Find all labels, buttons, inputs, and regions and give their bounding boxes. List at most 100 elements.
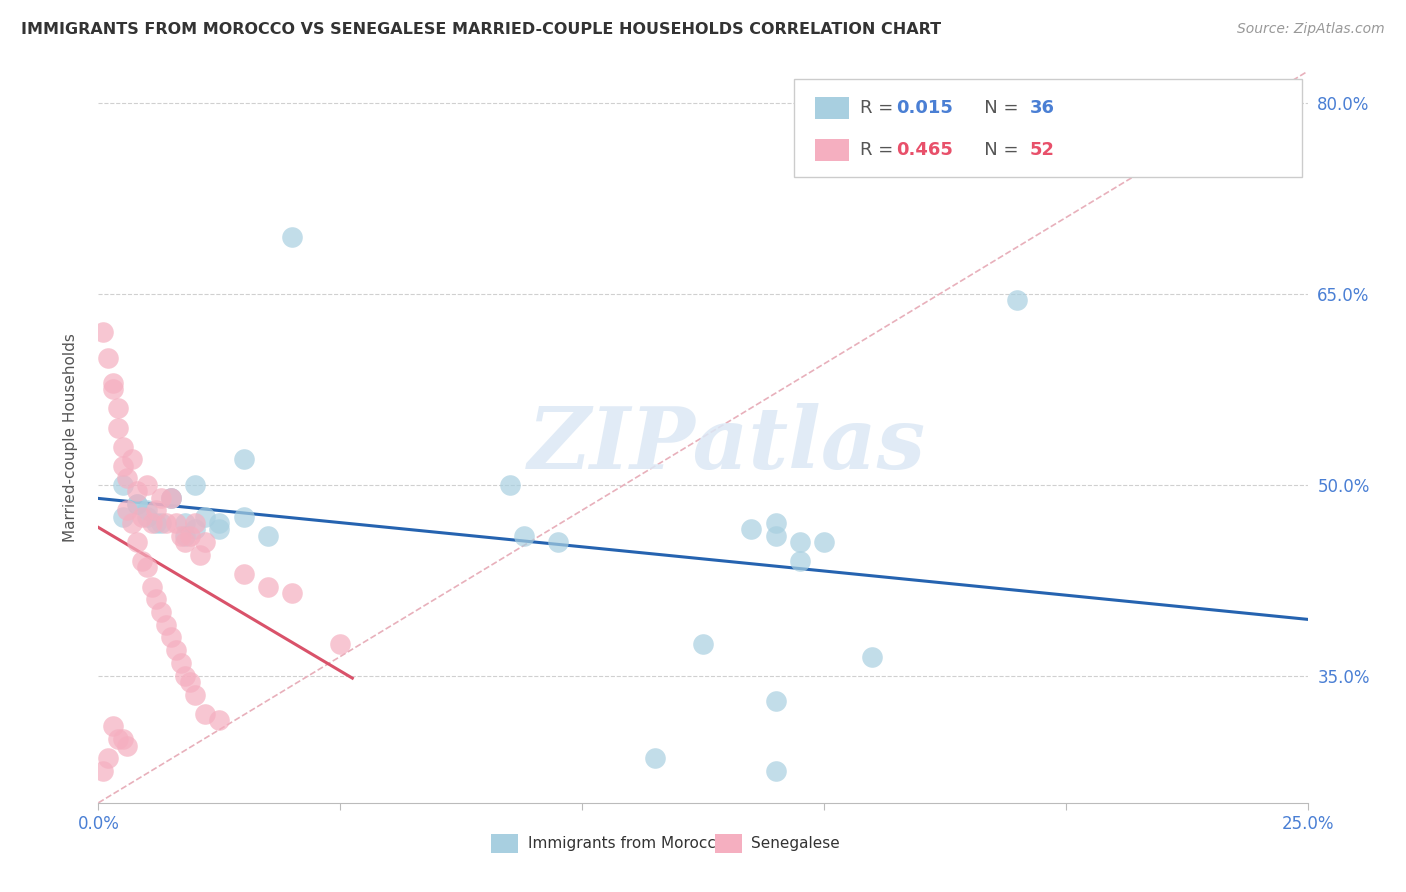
- FancyBboxPatch shape: [716, 834, 742, 853]
- Point: [329, 637, 352, 651]
- Point: [145, 503, 167, 517]
- Point: [121, 452, 143, 467]
- Text: 36: 36: [1029, 99, 1054, 117]
- Point: [127, 535, 149, 549]
- Point: [155, 617, 177, 632]
- Point: [135, 503, 157, 517]
- Point: [160, 491, 183, 505]
- Point: [179, 529, 201, 543]
- FancyBboxPatch shape: [492, 834, 517, 853]
- Point: [184, 477, 207, 491]
- Point: [91, 325, 114, 339]
- Point: [91, 764, 114, 778]
- Text: Source: ZipAtlas.com: Source: ZipAtlas.com: [1237, 22, 1385, 37]
- Point: [135, 477, 157, 491]
- Point: [160, 491, 183, 505]
- Point: [111, 509, 134, 524]
- Point: [174, 516, 197, 530]
- Point: [135, 509, 157, 524]
- Point: [1007, 293, 1029, 308]
- Point: [127, 497, 149, 511]
- Point: [232, 452, 254, 467]
- Point: [765, 764, 787, 778]
- Text: IMMIGRANTS FROM MOROCCO VS SENEGALESE MARRIED-COUPLE HOUSEHOLDS CORRELATION CHAR: IMMIGRANTS FROM MOROCCO VS SENEGALESE MA…: [21, 22, 941, 37]
- Point: [174, 529, 197, 543]
- Point: [740, 522, 762, 536]
- Point: [765, 529, 787, 543]
- Point: [135, 560, 157, 574]
- Point: [117, 471, 139, 485]
- Text: R =: R =: [860, 141, 900, 159]
- Point: [765, 694, 787, 708]
- Point: [789, 535, 811, 549]
- Point: [232, 509, 254, 524]
- Point: [145, 516, 167, 530]
- Point: [127, 484, 149, 499]
- Point: [101, 376, 124, 390]
- Point: [145, 592, 167, 607]
- Point: [498, 477, 520, 491]
- Point: [155, 516, 177, 530]
- Point: [208, 516, 231, 530]
- Point: [111, 458, 134, 473]
- Point: [232, 566, 254, 581]
- Point: [256, 529, 278, 543]
- Point: [692, 637, 714, 651]
- Point: [765, 516, 787, 530]
- Point: [281, 586, 304, 600]
- Point: [107, 732, 129, 747]
- Point: [150, 491, 173, 505]
- Point: [101, 719, 124, 733]
- Point: [547, 535, 569, 549]
- Point: [513, 529, 536, 543]
- Point: [860, 649, 883, 664]
- Point: [111, 477, 134, 491]
- Text: Senegalese: Senegalese: [751, 836, 841, 851]
- Point: [127, 497, 149, 511]
- Point: [160, 631, 183, 645]
- Text: ZIPatlas: ZIPatlas: [529, 402, 927, 486]
- Point: [107, 401, 129, 416]
- Point: [644, 751, 666, 765]
- Point: [150, 605, 173, 619]
- FancyBboxPatch shape: [815, 138, 849, 161]
- Point: [111, 440, 134, 454]
- Point: [141, 580, 163, 594]
- Point: [165, 516, 187, 530]
- Point: [174, 668, 197, 682]
- Point: [160, 491, 183, 505]
- Point: [117, 503, 139, 517]
- Point: [97, 351, 120, 365]
- Point: [281, 229, 304, 244]
- Text: 52: 52: [1029, 141, 1054, 159]
- Point: [165, 643, 187, 657]
- Point: [184, 516, 207, 530]
- Point: [184, 522, 207, 536]
- Point: [194, 706, 217, 721]
- Point: [117, 739, 139, 753]
- Point: [208, 713, 231, 727]
- Point: [131, 509, 153, 524]
- Point: [188, 548, 211, 562]
- Text: 0.015: 0.015: [897, 99, 953, 117]
- Point: [97, 751, 120, 765]
- Point: [813, 535, 835, 549]
- Text: N =: N =: [966, 141, 1024, 159]
- Point: [256, 580, 278, 594]
- Point: [208, 522, 231, 536]
- Point: [169, 656, 191, 670]
- Point: [169, 529, 191, 543]
- Point: [141, 516, 163, 530]
- Point: [107, 420, 129, 434]
- Text: N =: N =: [966, 99, 1024, 117]
- Point: [194, 535, 217, 549]
- Text: Immigrants from Morocco: Immigrants from Morocco: [527, 836, 725, 851]
- Point: [789, 554, 811, 568]
- Point: [174, 535, 197, 549]
- Point: [121, 516, 143, 530]
- Point: [150, 516, 173, 530]
- Point: [101, 383, 124, 397]
- Point: [184, 688, 207, 702]
- Text: 0.465: 0.465: [897, 141, 953, 159]
- FancyBboxPatch shape: [815, 97, 849, 119]
